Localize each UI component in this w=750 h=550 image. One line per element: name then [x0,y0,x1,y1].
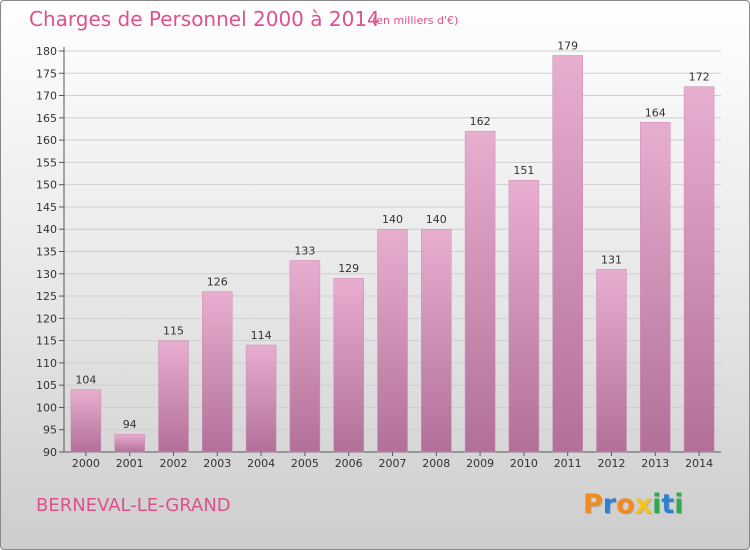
bar-value-label: 115 [163,325,184,338]
y-tick-label: 155 [36,156,57,169]
bar-value-label: 133 [294,244,315,257]
y-tick-label: 150 [36,179,57,192]
x-tick-label: 2012 [598,457,626,470]
bar-value-label: 172 [689,71,710,84]
x-tick-label: 2008 [422,457,450,470]
x-tick-label: 2003 [203,457,231,470]
bar-value-label: 179 [557,39,578,52]
x-tick-label: 2010 [510,457,538,470]
bar-value-label: 162 [470,115,491,128]
bar-value-label: 151 [513,164,534,177]
bar-value-label: 164 [645,106,666,119]
bars [70,55,715,453]
bar-value-label: 94 [123,418,137,431]
bar-2009[interactable] [464,130,496,453]
x-tick-label: 2004 [247,457,275,470]
y-tick-label: 165 [36,112,57,125]
bar-2011[interactable] [552,55,583,453]
x-tick-label: 2009 [466,457,494,470]
y-tick-label: 145 [36,201,57,214]
bar-2004[interactable] [245,344,277,453]
y-tick-label: 130 [36,268,57,281]
y-tick-label: 140 [36,223,57,236]
logo-letter: i [652,489,662,520]
y-tick-label: 170 [36,90,57,103]
logo-letter: P [583,489,603,520]
bar-2003[interactable] [202,291,233,453]
y-tick-label: 175 [36,67,57,80]
logo-letter: o [616,489,635,520]
logo-letter: r [602,489,617,520]
x-tick-label: 2007 [379,457,407,470]
y-tick-label: 180 [36,45,57,58]
bar-2002[interactable] [158,340,189,453]
y-tick-label: 120 [36,312,57,325]
y-tick-label: 90 [43,446,57,459]
proxiti-logo[interactable]: Proxiti [583,489,684,520]
bar-2012[interactable] [596,269,627,453]
bar-value-label: 131 [601,253,622,266]
chart-unit: (en milliers d'€) [372,14,459,27]
bar-value-label: 140 [382,213,403,226]
bar-value-label: 114 [251,329,272,342]
logo-letter: t [661,489,675,520]
commune-name: BERNEVAL-LE-GRAND [36,495,231,516]
y-tick-label: 95 [43,424,57,437]
bar-2010[interactable] [508,179,540,453]
x-tick-label: 2014 [685,457,713,470]
y-tick-label: 160 [36,134,57,147]
chart-title: Charges de Personnel 2000 à 2014 [29,7,380,31]
x-tick-label: 2001 [116,457,144,470]
y-tick-label: 100 [36,401,57,414]
x-tick-label: 2000 [72,457,100,470]
x-tick-label: 2011 [554,457,582,470]
labels: 104 94 115 126 114 133 129 140 140 162 151 179 131 16… [75,39,709,431]
bar-2008[interactable] [421,228,452,453]
y-tick-label: 105 [36,379,57,392]
bar-value-label: 104 [75,374,96,387]
bar-value-label: 126 [207,276,228,289]
x-tick-label: 2013 [641,457,669,470]
logo-letter: x [634,489,653,520]
bar-2007[interactable] [377,228,408,453]
bar-2005[interactable] [289,260,321,453]
axes: 90 95 100 105 110 115 120 125 130 135 140 145 150 155… [36,45,721,470]
y-tick-label: 135 [36,246,57,259]
bar-2013[interactable] [640,122,671,453]
bar-2006[interactable] [333,277,364,453]
logo-letter: i [674,489,684,520]
x-tick-label: 2006 [335,457,363,470]
bar-value-label: 129 [338,262,359,275]
y-tick-label: 110 [36,357,57,370]
bar-2014[interactable] [683,86,715,453]
x-tick-label: 2005 [291,457,319,470]
bar-2001[interactable] [114,433,145,453]
y-tick-label: 115 [36,335,57,348]
bar-2000[interactable] [70,389,102,453]
x-tick-label: 2002 [160,457,188,470]
y-tick-label: 125 [36,290,57,303]
bar-value-label: 140 [426,213,447,226]
